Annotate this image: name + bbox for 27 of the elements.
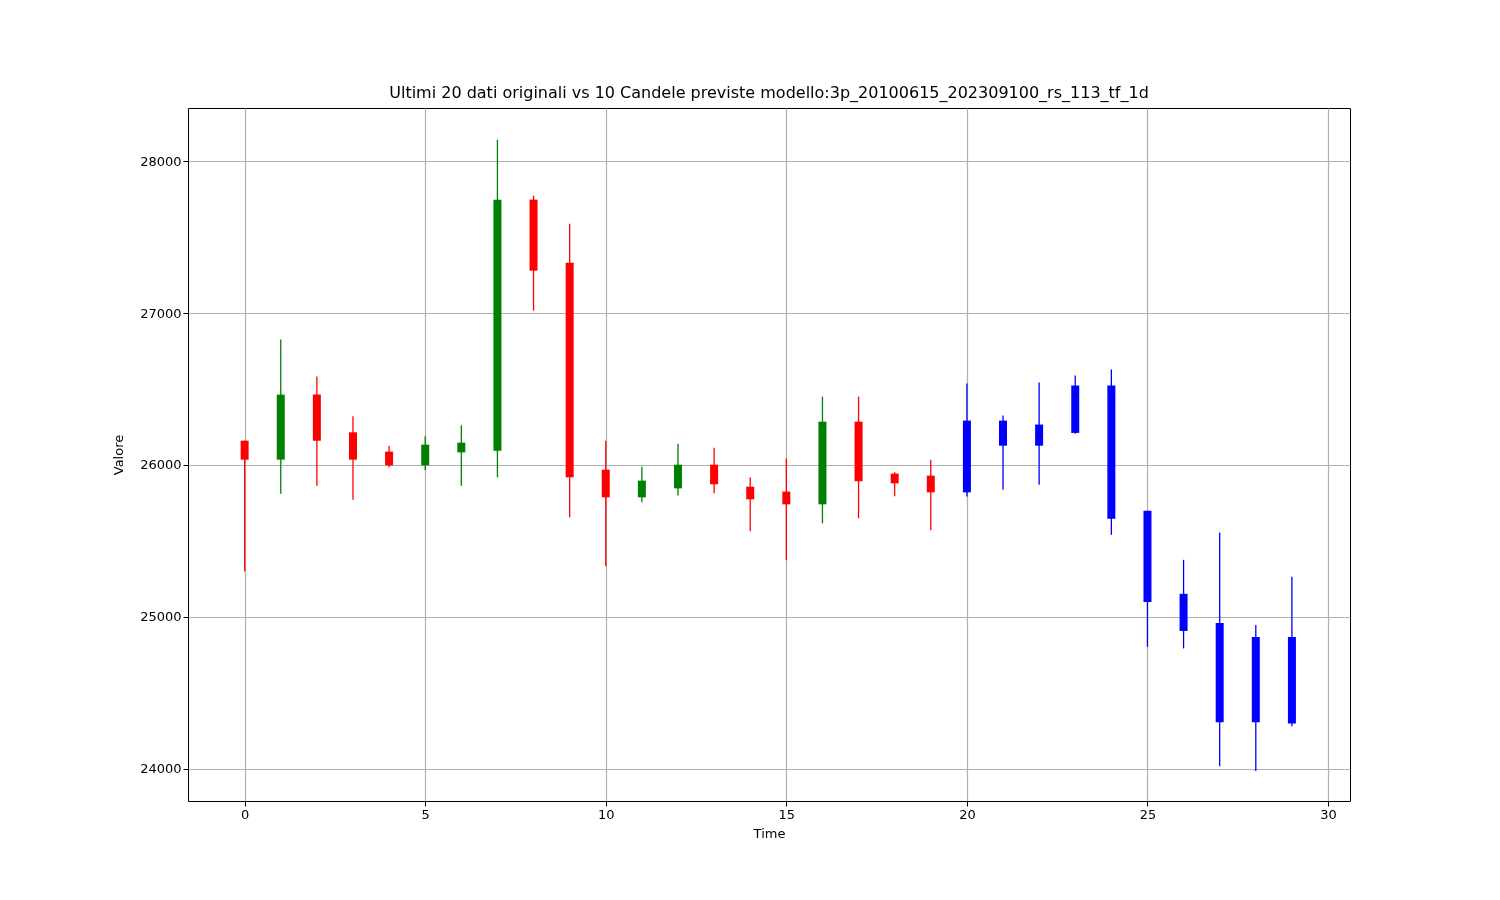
x-axis-title: Time [752,825,786,841]
x-tick-label: 5 [421,806,430,822]
x-tick-label: 20 [959,806,976,822]
y-tick-label: 28000 [140,153,182,169]
x-tick-label: 15 [778,806,796,822]
candlestick [890,471,899,497]
candlestick [421,435,430,471]
candlestick [637,466,646,504]
candlestick [710,447,719,494]
candlestick [240,440,249,573]
y-axis-title: Valore [111,434,127,476]
x-tick-label: 0 [241,806,250,822]
candlestick [746,476,755,532]
y-tick-label: 24000 [140,761,182,777]
x-tick-label: 25 [1139,806,1157,822]
candlestick [457,424,466,487]
x-tick-label: 10 [598,806,615,822]
x-tick-label: 30 [1320,806,1337,822]
y-tick-label: 26000 [140,457,182,473]
chart-title: Ultimi 20 dati originali vs 10 Candele previste modello:3p_20100615_202309100_rs_113_tf_1d [389,83,1149,103]
candlestick [1035,381,1044,486]
candlestick [782,457,791,561]
candlestick [385,445,394,468]
y-tick-label: 27000 [140,305,182,321]
candlestick [926,459,935,531]
y-tick-label: 25000 [140,609,182,625]
candlestick [674,443,682,497]
